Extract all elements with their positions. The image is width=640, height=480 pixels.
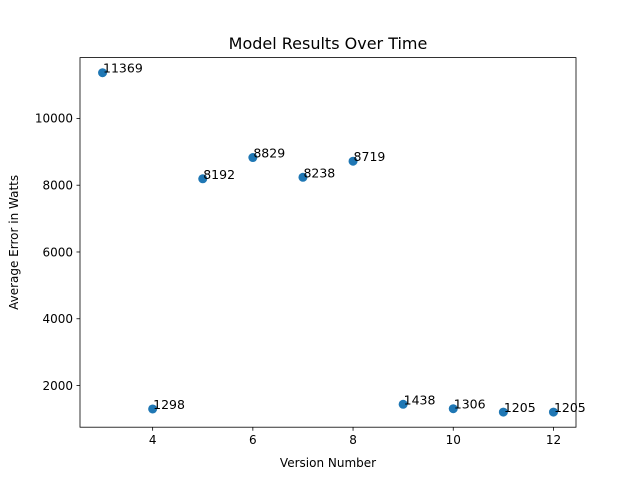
x-tick-label: 12	[546, 433, 561, 447]
data-point	[248, 153, 258, 163]
x-tick-label: 4	[149, 433, 157, 447]
data-point	[198, 174, 208, 184]
data-label: 1306	[454, 397, 486, 412]
chart-title: Model Results Over Time	[229, 34, 428, 53]
data-label: 8238	[303, 165, 335, 180]
data-label: 1205	[554, 400, 586, 415]
data-point	[98, 68, 108, 78]
data-point	[348, 156, 358, 166]
y-tick-label: 6000	[42, 245, 73, 259]
plot-frame	[79, 57, 577, 428]
data-label: 8829	[253, 146, 285, 161]
y-tick-label: 8000	[42, 179, 73, 193]
data-point	[498, 407, 508, 417]
data-point	[298, 172, 308, 182]
data-label: 11369	[103, 61, 143, 76]
plot-area	[80, 57, 576, 428]
x-axis-label: Version Number	[280, 456, 376, 470]
data-label: 1298	[153, 397, 185, 412]
data-point	[398, 399, 408, 409]
data-label: 1205	[504, 400, 536, 415]
y-tick-label: 2000	[42, 379, 73, 393]
y-axis-label: Average Error in Watts	[7, 175, 21, 310]
data-label: 8719	[354, 149, 386, 164]
y-tick-label: 10000	[35, 112, 73, 126]
y-tick-label: 4000	[42, 312, 73, 326]
y-axis-ticks: 2000 4000 6000 8000 10000	[35, 112, 80, 393]
x-tick-label: 10	[446, 433, 461, 447]
x-axis-ticks: 4 6 8 10 12	[149, 427, 561, 447]
x-tick-label: 8	[349, 433, 357, 447]
x-tick-label: 6	[249, 433, 257, 447]
data-labels-layer: 11369 1298 8192 8829 8238 8719 1438 1306 1205 120…	[103, 61, 586, 415]
data-point	[448, 404, 458, 414]
points-layer	[98, 68, 558, 417]
data-point	[548, 407, 558, 417]
data-label: 8192	[203, 167, 235, 182]
data-point	[148, 404, 158, 414]
data-label: 1438	[404, 392, 436, 407]
